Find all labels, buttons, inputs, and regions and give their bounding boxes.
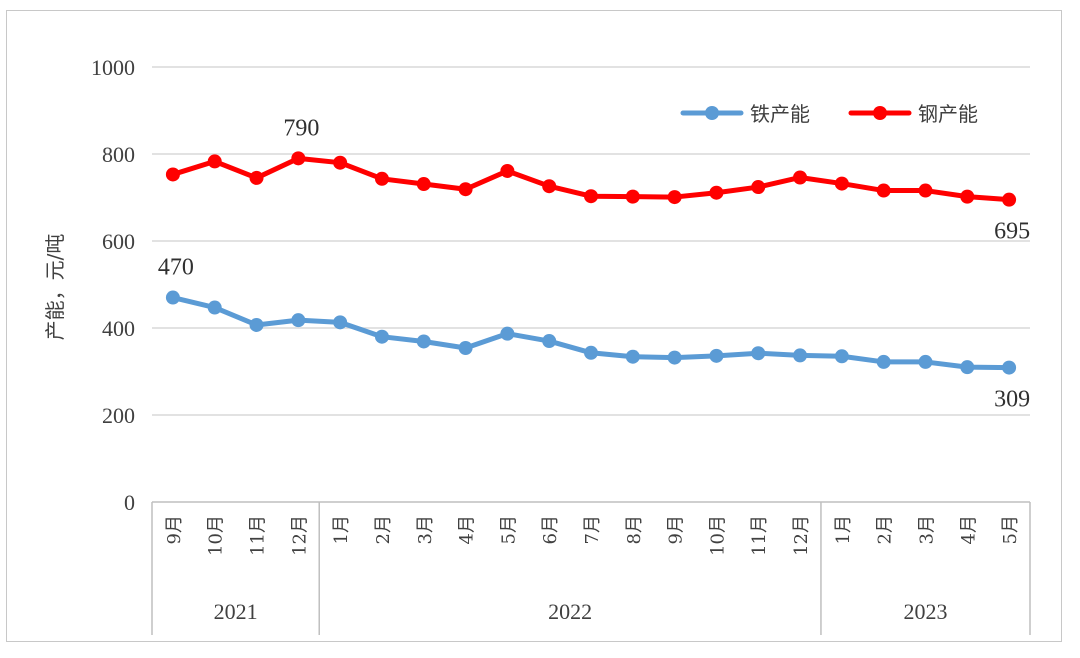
data-label: 790: [283, 115, 319, 141]
data-point-steel: [416, 177, 431, 192]
data-point-iron: [374, 329, 389, 344]
legend-marker-iron: [705, 106, 719, 120]
data-point-iron: [1002, 360, 1017, 375]
y-tick-label-800: 800: [102, 142, 135, 167]
data-point-steel: [876, 183, 891, 198]
x-tick-label: 5月: [1000, 515, 1021, 544]
data-point-iron: [416, 334, 431, 349]
x-tick-label: 5月: [498, 515, 519, 544]
x-tick-label: 1月: [331, 515, 352, 544]
x-tick-label: 1月: [833, 515, 854, 544]
x-tick-label: 10月: [707, 515, 728, 556]
y-axis-title: 产能，元/吨: [43, 234, 67, 341]
data-point-steel: [207, 154, 222, 169]
x-tick-label: 7月: [582, 515, 603, 544]
x-tick-label: 12月: [289, 515, 310, 556]
y-tick-label-0: 0: [124, 490, 135, 515]
data-point-steel: [751, 180, 766, 195]
data-point-steel: [458, 182, 473, 197]
x-tick-label: 9月: [666, 515, 687, 544]
data-point-steel: [667, 190, 682, 205]
x-tick-label: 3月: [916, 515, 937, 544]
data-point-iron: [458, 341, 473, 356]
y-tick-label-1000: 1000: [91, 55, 135, 80]
data-point-iron: [625, 349, 640, 364]
x-tick-label: 2月: [875, 515, 896, 544]
data-point-iron: [291, 313, 306, 328]
data-point-iron: [500, 326, 515, 341]
data-point-steel: [584, 189, 598, 204]
x-tick-label: 9月: [164, 515, 185, 544]
data-label: 309: [994, 387, 1030, 413]
x-tick-label: 4月: [457, 515, 478, 544]
y-tick-label-600: 600: [102, 229, 135, 254]
data-point-iron: [960, 360, 975, 375]
data-point-iron: [667, 350, 682, 365]
data-point-steel: [249, 170, 264, 185]
x-tick-label: 2月: [373, 515, 394, 544]
data-point-steel: [709, 185, 724, 200]
data-point-steel: [291, 151, 306, 166]
data-point-iron: [584, 345, 598, 360]
data-point-steel: [374, 171, 389, 186]
legend-label-steel: 钢产能: [918, 102, 978, 126]
legend-marker-steel: [873, 106, 887, 120]
x-tick-label: 4月: [958, 515, 979, 544]
y-tick-label-200: 200: [102, 403, 135, 428]
data-point-iron: [333, 315, 348, 330]
data-point-steel: [918, 183, 933, 198]
year-label-2022: 2022: [548, 599, 592, 624]
data-label: 695: [994, 219, 1030, 245]
x-tick-label: 12月: [791, 515, 812, 556]
data-point-iron: [793, 348, 808, 363]
year-label-2021: 2021: [214, 599, 258, 624]
x-tick-label: 10月: [206, 515, 227, 556]
data-label: 470: [158, 255, 194, 281]
data-point-iron: [918, 354, 933, 369]
x-tick-label: 3月: [415, 515, 436, 544]
data-point-steel: [333, 155, 348, 170]
x-tick-label: 11月: [749, 515, 770, 556]
data-point-iron: [751, 346, 766, 361]
x-tick-label: 8月: [624, 515, 645, 544]
data-point-steel: [793, 170, 808, 185]
x-tick-label: 11月: [248, 515, 269, 556]
data-point-iron: [542, 334, 557, 349]
data-point-iron: [207, 300, 222, 315]
y-tick-label-400: 400: [102, 316, 135, 341]
legend-label-iron: 铁产能: [750, 102, 810, 126]
data-point-steel: [500, 163, 515, 178]
data-point-steel: [165, 167, 180, 182]
x-tick-label: 6月: [540, 515, 561, 544]
data-point-steel: [625, 189, 640, 204]
data-point-iron: [165, 290, 180, 305]
year-label-2023: 2023: [903, 599, 947, 624]
data-point-iron: [834, 349, 849, 364]
data-point-steel: [834, 176, 849, 191]
data-point-iron: [709, 348, 724, 363]
data-point-steel: [960, 189, 975, 204]
data-point-iron: [249, 317, 264, 332]
data-point-steel: [1002, 192, 1017, 207]
data-point-iron: [876, 354, 891, 369]
data-point-steel: [542, 179, 557, 194]
